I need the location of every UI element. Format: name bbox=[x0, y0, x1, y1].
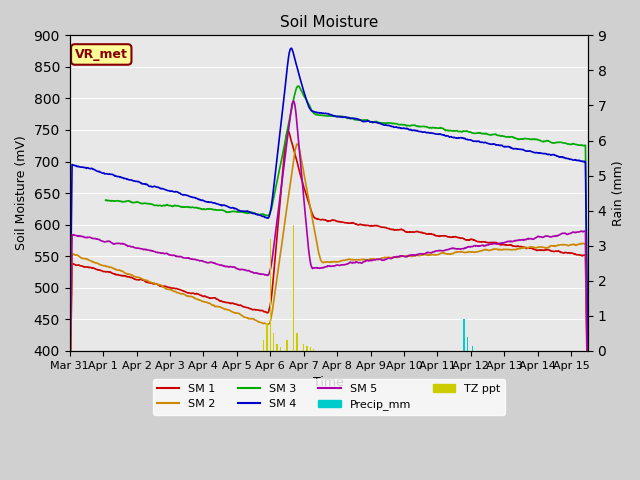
SM 1 bbox=[306, 204, 314, 209]
SM 2 bbox=[361, 257, 369, 263]
SM 2 bbox=[584, 409, 592, 415]
Bar bbox=[266, 323, 268, 351]
SM 2 bbox=[106, 264, 113, 270]
Line: SM 5: SM 5 bbox=[70, 101, 588, 407]
SM 5 bbox=[361, 259, 369, 264]
SM 5 bbox=[289, 98, 297, 104]
Y-axis label: Soil Moisture (mV): Soil Moisture (mV) bbox=[15, 136, 28, 251]
Bar bbox=[467, 337, 468, 351]
SM 3 bbox=[361, 117, 369, 123]
Line: SM 1: SM 1 bbox=[70, 132, 588, 421]
Bar bbox=[463, 319, 465, 351]
SM 1 bbox=[127, 275, 134, 280]
SM 4 bbox=[361, 119, 369, 124]
SM 4 bbox=[297, 77, 305, 83]
SM 5 bbox=[285, 120, 293, 125]
Text: VR_met: VR_met bbox=[75, 48, 128, 61]
SM 2 bbox=[306, 203, 314, 209]
SM 1 bbox=[106, 270, 113, 276]
Bar bbox=[269, 239, 271, 351]
SM 3 bbox=[306, 103, 314, 108]
SM 3 bbox=[584, 356, 592, 362]
SM 2 bbox=[285, 186, 293, 192]
Bar bbox=[293, 225, 294, 351]
Bar bbox=[276, 344, 278, 351]
SM 4 bbox=[285, 49, 293, 55]
SM 2 bbox=[293, 141, 301, 147]
Y-axis label: Rain (mm): Rain (mm) bbox=[612, 160, 625, 226]
SM 3 bbox=[106, 198, 113, 204]
SM 4 bbox=[584, 365, 592, 371]
Bar bbox=[307, 346, 308, 351]
SM 1 bbox=[361, 223, 369, 228]
SM 4 bbox=[66, 366, 74, 372]
Legend: SM 1, SM 2, SM 3, SM 4, SM 5, Precip_mm, TZ ppt: SM 1, SM 2, SM 3, SM 4, SM 5, Precip_mm,… bbox=[152, 379, 505, 415]
Bar bbox=[303, 344, 305, 351]
SM 1 bbox=[297, 173, 305, 179]
SM 5 bbox=[584, 402, 592, 408]
Title: Soil Moisture: Soil Moisture bbox=[280, 15, 378, 30]
SM 3 bbox=[127, 199, 134, 204]
SM 1 bbox=[286, 132, 294, 138]
SM 3 bbox=[296, 85, 304, 91]
Bar bbox=[310, 348, 311, 351]
Bar bbox=[263, 340, 264, 351]
SM 4 bbox=[306, 106, 314, 111]
SM 4 bbox=[106, 171, 113, 177]
Bar bbox=[313, 349, 314, 351]
SM 5 bbox=[306, 257, 314, 263]
SM 5 bbox=[297, 160, 305, 166]
SM 2 bbox=[297, 153, 305, 158]
SM 4 bbox=[127, 177, 134, 183]
Line: SM 2: SM 2 bbox=[70, 144, 588, 417]
X-axis label: Time: Time bbox=[314, 376, 344, 389]
SM 2 bbox=[66, 414, 74, 420]
Bar bbox=[280, 348, 281, 351]
SM 1 bbox=[584, 414, 592, 420]
Line: SM 4: SM 4 bbox=[70, 48, 588, 369]
Line: SM 3: SM 3 bbox=[106, 86, 588, 359]
Bar bbox=[286, 340, 287, 351]
SM 2 bbox=[127, 272, 134, 278]
SM 5 bbox=[106, 239, 113, 244]
SM 1 bbox=[66, 418, 74, 424]
SM 3 bbox=[285, 116, 293, 122]
Bar bbox=[472, 346, 473, 351]
SM 5 bbox=[127, 244, 134, 250]
Bar bbox=[273, 333, 275, 351]
SM 4 bbox=[288, 46, 296, 51]
Bar bbox=[296, 333, 298, 351]
SM 5 bbox=[66, 404, 74, 409]
SM 1 bbox=[284, 129, 292, 134]
